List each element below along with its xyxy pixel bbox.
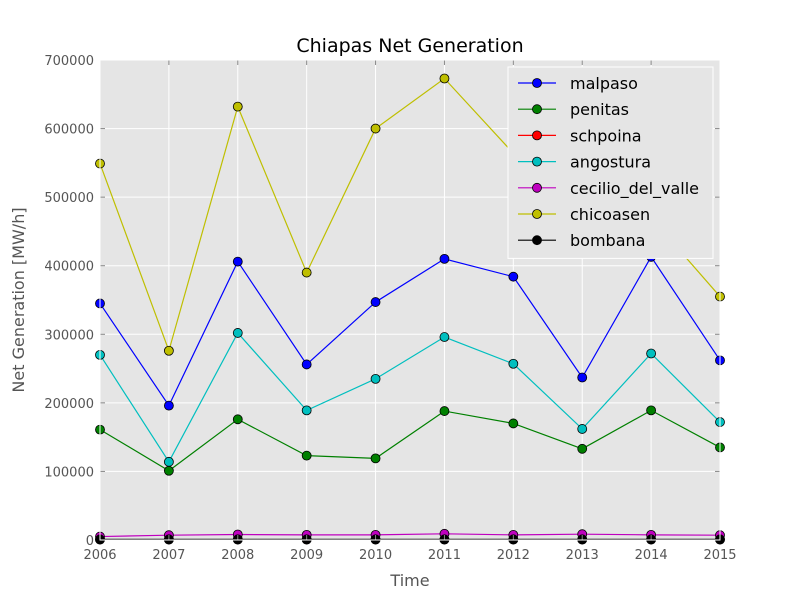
y-tick-label: 300000 bbox=[44, 328, 94, 343]
y-tick-label: 0 bbox=[86, 534, 94, 549]
legend-item-cecilio_del_valle: cecilio_del_valle bbox=[518, 179, 699, 199]
data-point-malpaso bbox=[577, 372, 588, 383]
series-line-penitas bbox=[99, 409, 721, 472]
chart-title: Chiapas Net Generation bbox=[296, 35, 523, 57]
data-point-angostura bbox=[370, 373, 381, 384]
y-tick-label: 200000 bbox=[44, 397, 94, 412]
data-point-malpaso bbox=[370, 297, 381, 307]
legend-marker bbox=[532, 182, 542, 193]
data-point-malpaso bbox=[301, 359, 312, 370]
data-point-penitas bbox=[370, 453, 381, 464]
data-point-angostura bbox=[232, 328, 243, 338]
legend-item-angostura: angostura bbox=[518, 153, 651, 172]
x-tick-label: 2014 bbox=[635, 548, 668, 563]
y-axis-label: Net Generation [MW/h] bbox=[9, 207, 28, 392]
data-point-penitas bbox=[301, 450, 312, 461]
data-point-chicoasen bbox=[232, 101, 243, 112]
legend-box bbox=[507, 66, 714, 259]
data-point-penitas bbox=[232, 414, 243, 425]
data-point-penitas bbox=[163, 465, 174, 476]
data-point-chicoasen bbox=[301, 267, 312, 278]
data-point-angostura bbox=[439, 332, 450, 342]
y-tick-label: 700000 bbox=[44, 54, 94, 69]
x-tick-label: 2009 bbox=[290, 548, 323, 563]
data-point-malpaso bbox=[508, 271, 519, 282]
series-angostura bbox=[95, 328, 725, 467]
x-tick-label: 2012 bbox=[497, 548, 530, 563]
data-point-penitas bbox=[577, 443, 588, 454]
series-line-malpaso bbox=[99, 255, 721, 407]
data-point-angostura bbox=[646, 348, 657, 359]
legend-item-bombana: bombana bbox=[518, 231, 645, 250]
legend-item-schpoina: schpoina bbox=[518, 126, 642, 145]
legend-item-chicoasen: chicoasen bbox=[518, 205, 650, 224]
data-point-chicoasen bbox=[163, 345, 174, 356]
legend-marker bbox=[532, 130, 542, 141]
plot-frame bbox=[99, 59, 721, 541]
data-point-penitas bbox=[439, 406, 450, 416]
y-tick-label: 500000 bbox=[44, 191, 94, 206]
ticks: 2006 2007 2008 2009 2010 2011 2012 2013 2014 2015… bbox=[44, 54, 736, 563]
y-tick-label: 600000 bbox=[44, 123, 94, 138]
data-point-chicoasen bbox=[439, 73, 450, 84]
series-layer bbox=[95, 73, 725, 545]
legend-label: chicoasen bbox=[570, 205, 650, 224]
x-tick-label: 2006 bbox=[83, 548, 116, 563]
data-point-chicoasen bbox=[370, 123, 381, 134]
x-tick-label: 2008 bbox=[221, 548, 254, 563]
data-point-penitas bbox=[646, 405, 657, 416]
legend-marker bbox=[532, 78, 542, 88]
y-tick-label: 400000 bbox=[44, 260, 94, 275]
x-tick-label: 2011 bbox=[428, 548, 461, 563]
legend-item-malpaso: malpaso bbox=[518, 74, 638, 93]
legend-item-penitas: penitas bbox=[518, 100, 629, 119]
x-axis-label: Time bbox=[389, 571, 429, 590]
data-point-malpaso bbox=[439, 253, 450, 264]
data-point-malpaso bbox=[232, 256, 243, 267]
legend-label: cecilio_del_valle bbox=[570, 179, 699, 199]
data-point-malpaso bbox=[163, 400, 174, 411]
x-tick-label: 2013 bbox=[566, 548, 599, 563]
x-tick-label: 2007 bbox=[152, 548, 185, 563]
legend: malpaso penitas schpoina angostura cecilio_d… bbox=[507, 66, 714, 259]
legend-label: bombana bbox=[570, 231, 645, 250]
data-point-angostura bbox=[301, 405, 312, 416]
legend-label: schpoina bbox=[570, 126, 642, 145]
legend-label: angostura bbox=[570, 153, 651, 172]
y-tick-label: 100000 bbox=[44, 465, 94, 480]
x-tick-label: 2015 bbox=[703, 548, 736, 563]
data-point-angostura bbox=[577, 424, 588, 434]
legend-marker bbox=[532, 209, 542, 219]
legend-label: malpaso bbox=[570, 74, 638, 93]
data-point-angostura bbox=[508, 358, 519, 369]
legend-marker bbox=[532, 235, 542, 246]
series-line-cecilio_del_valle bbox=[99, 533, 721, 538]
data-point-angostura bbox=[163, 456, 174, 467]
series-line-angostura bbox=[99, 331, 721, 464]
x-tick-label: 2010 bbox=[359, 548, 392, 563]
series-malpaso bbox=[95, 251, 725, 411]
legend-marker bbox=[532, 104, 542, 115]
legend-label: penitas bbox=[570, 100, 629, 119]
data-point-penitas bbox=[508, 418, 519, 429]
legend-marker bbox=[532, 156, 542, 167]
